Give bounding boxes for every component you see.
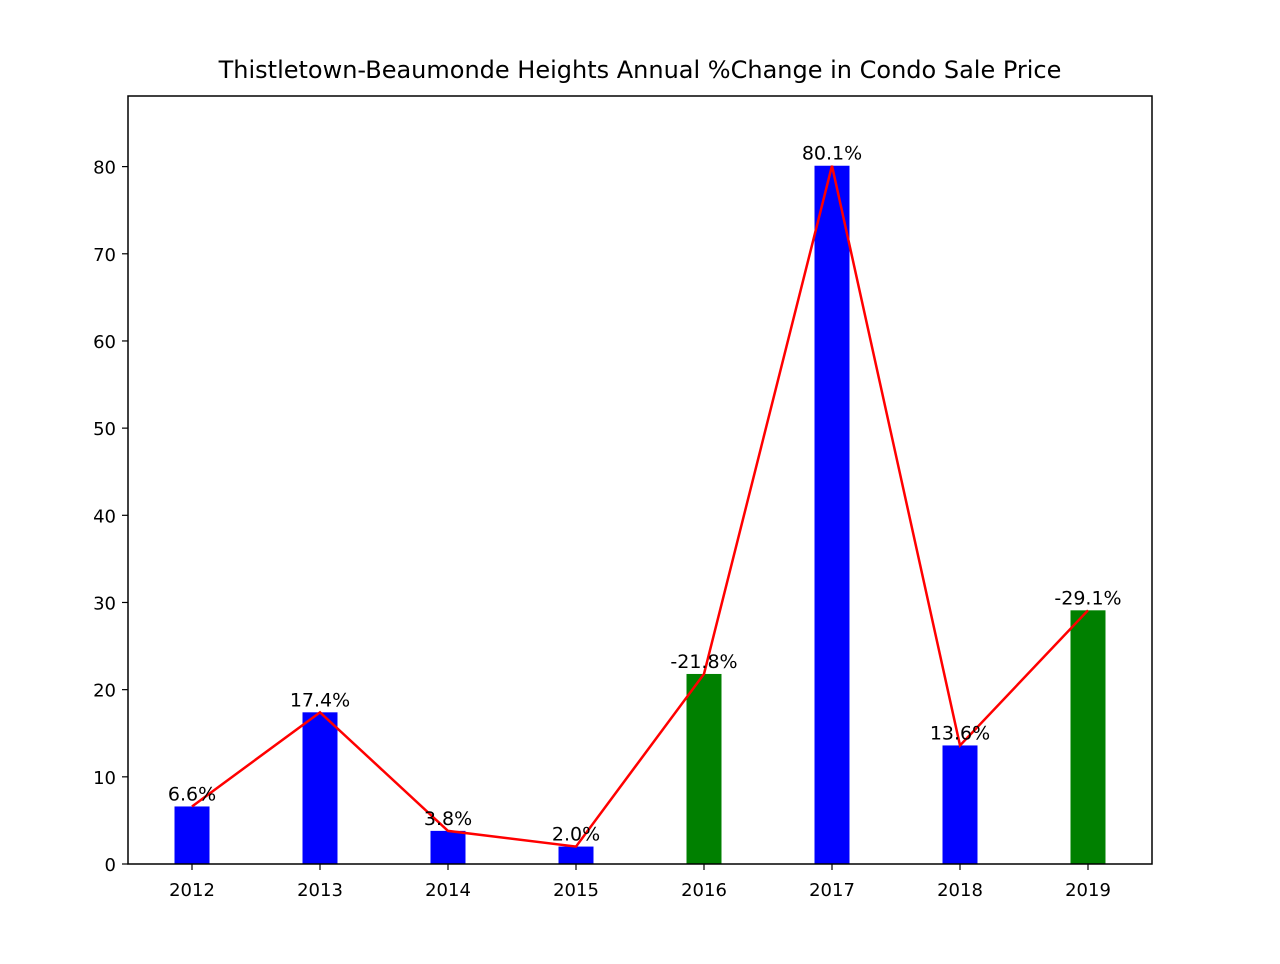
- data-label-2014: 3.8%: [424, 808, 472, 830]
- y-tick-label-80: 80: [93, 158, 116, 179]
- data-label-2016: -21.8%: [670, 651, 737, 673]
- data-label-2015: 2.0%: [552, 824, 600, 846]
- y-tick-label-70: 70: [93, 245, 116, 266]
- y-tick-label-40: 40: [93, 506, 116, 527]
- x-tick-label-2017: 2017: [809, 880, 855, 901]
- y-tick-label-60: 60: [93, 332, 116, 353]
- plot-frame: [128, 96, 1152, 864]
- data-label-2013: 17.4%: [290, 689, 350, 711]
- x-axis: 2012 2013 2014 2015 2016 2017 2018 2019: [169, 864, 1111, 901]
- bar-2016: [687, 674, 722, 864]
- bar-2013: [303, 712, 338, 864]
- x-tick-label-2012: 2012: [169, 880, 215, 901]
- bar-2012: [175, 806, 210, 864]
- x-tick-label-2018: 2018: [937, 880, 983, 901]
- y-axis: 0 10 20 30 40 50 60 70 80: [93, 158, 128, 876]
- y-tick-label-20: 20: [93, 681, 116, 702]
- data-label-2012: 6.6%: [168, 783, 216, 805]
- data-label-2019: -29.1%: [1054, 587, 1121, 609]
- y-tick-label-50: 50: [93, 419, 116, 440]
- x-tick-label-2016: 2016: [681, 880, 727, 901]
- bar-2018: [943, 745, 978, 864]
- data-label-2018: 13.6%: [930, 722, 990, 744]
- bar-2019: [1071, 610, 1106, 864]
- y-tick-label-0: 0: [105, 855, 116, 876]
- bar-2017: [815, 166, 850, 864]
- x-tick-label-2019: 2019: [1065, 880, 1111, 901]
- x-tick-label-2014: 2014: [425, 880, 471, 901]
- chart-title: Thistletown-Beaumonde Heights Annual %Ch…: [218, 56, 1062, 84]
- x-tick-label-2013: 2013: [297, 880, 343, 901]
- x-tick-label-2015: 2015: [553, 880, 599, 901]
- bar-2014: [431, 831, 466, 864]
- bar-2015: [559, 847, 594, 864]
- data-label-2017: 80.1%: [802, 143, 862, 165]
- y-tick-label-10: 10: [93, 768, 116, 789]
- y-tick-label-30: 30: [93, 593, 116, 614]
